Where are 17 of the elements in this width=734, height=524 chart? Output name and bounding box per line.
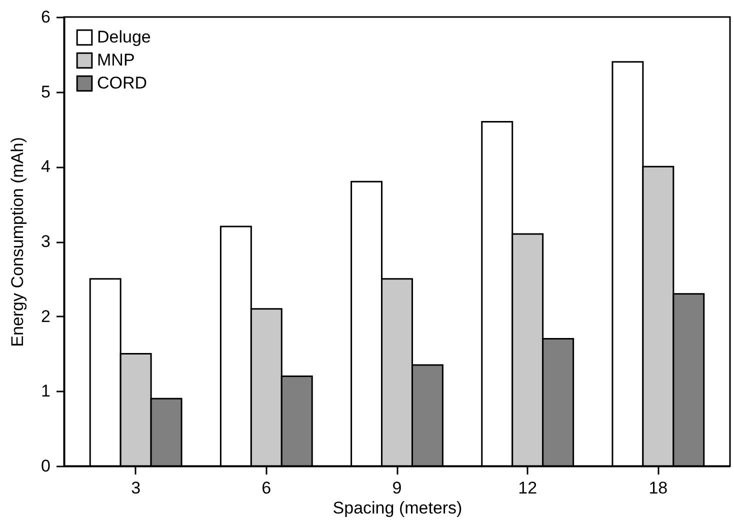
y-tick-label: 2: [41, 306, 50, 326]
x-tick-label: 12: [518, 478, 538, 498]
x-axis-title: Spacing (meters): [332, 498, 462, 518]
y-tick-label: 6: [41, 8, 50, 26]
y-tick-label: 0: [41, 456, 50, 476]
y-tick-label: 4: [41, 157, 50, 176]
y-tick-label: 3: [41, 232, 50, 251]
x-tick-label: 6: [262, 478, 272, 498]
x-tick-label: 9: [392, 478, 402, 498]
y-tick-label: 1: [41, 382, 50, 401]
y-tick-label: 5: [41, 82, 50, 102]
x-tick-label: 18: [648, 478, 668, 498]
legend-label: CORD: [97, 74, 148, 92]
x-tick-label: 3: [131, 478, 141, 498]
legend-label: MNP: [97, 50, 135, 70]
legend-label: Deluge: [97, 28, 151, 46]
y-axis-title: Energy Consumption (mAh): [8, 137, 28, 347]
